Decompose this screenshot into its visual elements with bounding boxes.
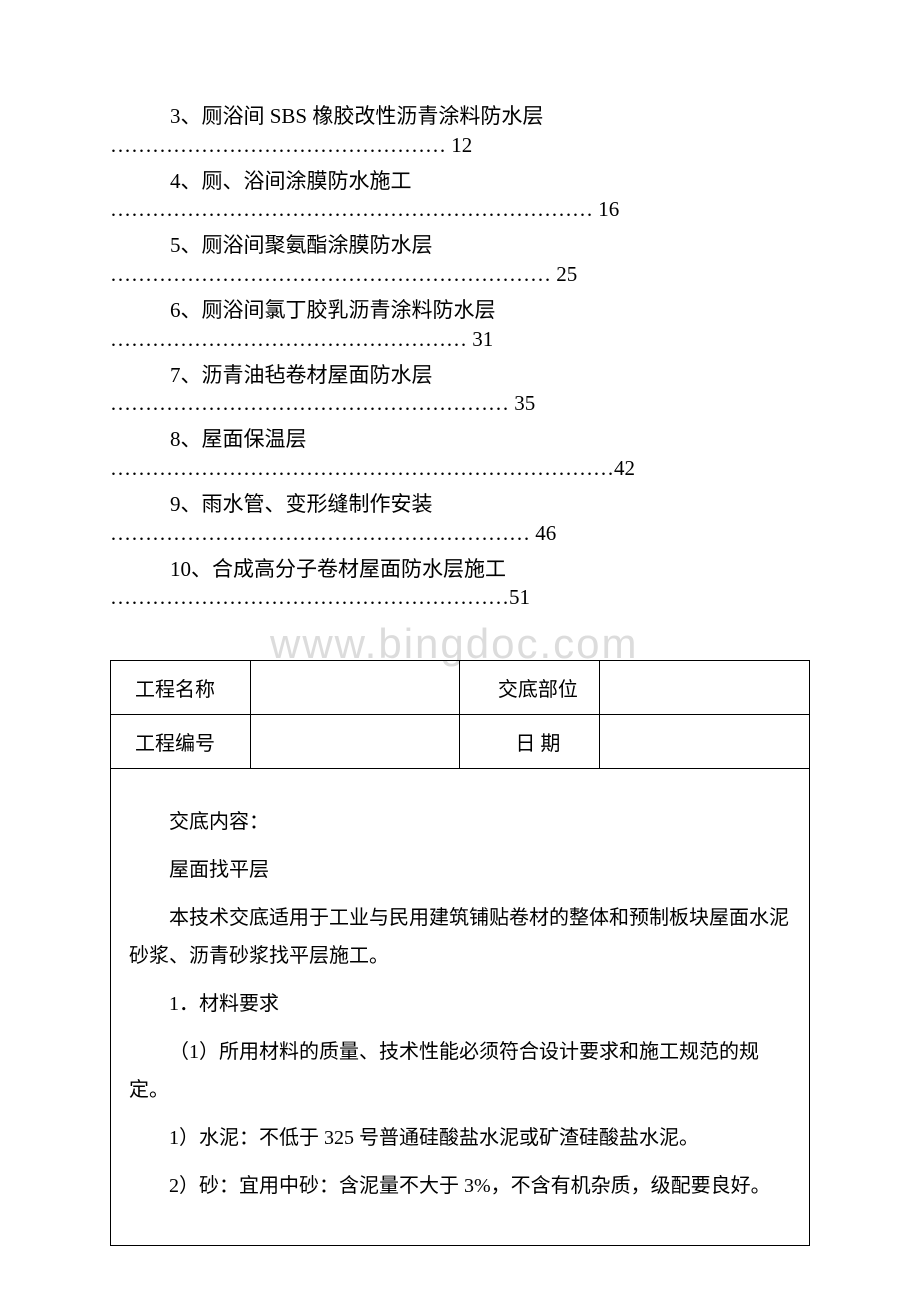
toc-dots: …………………………………………………… 46 bbox=[110, 522, 810, 545]
label-date: 日 期 bbox=[460, 714, 600, 768]
content-wrapper: 3、厕浴间 SBS 橡胶改性沥青涂料防水层 ………………………………………… 1… bbox=[110, 100, 810, 1246]
toc-title: 6、厕浴间氯丁胶乳沥青涂料防水层 bbox=[110, 294, 810, 328]
toc-dots: ………………………………………… 12 bbox=[110, 134, 810, 157]
table-row: 工程编号 日 期 bbox=[111, 714, 810, 768]
toc-dots: ………………………………………………………………42 bbox=[110, 457, 810, 480]
content-para-4: 1．材料要求 bbox=[129, 985, 791, 1023]
content-para-6: 1）水泥：不低于 325 号普通硅酸盐水泥或矿渣硅酸盐水泥。 bbox=[129, 1119, 791, 1157]
value-date bbox=[600, 714, 810, 768]
toc-entry-5: 5、厕浴间聚氨酯涂膜防水层 ……………………………………………………… 25 bbox=[110, 229, 810, 286]
toc-title: 7、沥青油毡卷材屋面防水层 bbox=[110, 359, 810, 393]
toc-dots: …………………………………………… 31 bbox=[110, 328, 810, 351]
toc-entry-6: 6、厕浴间氯丁胶乳沥青涂料防水层 …………………………………………… 31 bbox=[110, 294, 810, 351]
content-para-1: 交底内容： bbox=[129, 803, 791, 841]
table-row: 交底内容： 屋面找平层 本技术交底适用于工业与民用建筑铺贴卷材的整体和预制板块屋… bbox=[111, 769, 810, 1246]
toc-entry-10: 10、合成高分子卷材屋面防水层施工 …………………………………………………51 bbox=[110, 553, 810, 610]
toc-title: 3、厕浴间 SBS 橡胶改性沥青涂料防水层 bbox=[110, 100, 810, 134]
value-project-number bbox=[250, 714, 460, 768]
label-disclosure-position: 交底部位 bbox=[460, 660, 600, 714]
toc-dots: …………………………………………………………… 16 bbox=[110, 198, 810, 221]
toc-dots: ……………………………………………………… 25 bbox=[110, 263, 810, 286]
content-table: 交底内容： 屋面找平层 本技术交底适用于工业与民用建筑铺贴卷材的整体和预制板块屋… bbox=[110, 769, 810, 1246]
value-disclosure-position bbox=[600, 660, 810, 714]
content-para-5: （1）所用材料的质量、技术性能必须符合设计要求和施工规范的规定。 bbox=[129, 1033, 791, 1109]
toc-entry-7: 7、沥青油毡卷材屋面防水层 ………………………………………………… 35 bbox=[110, 359, 810, 416]
toc-title: 10、合成高分子卷材屋面防水层施工 bbox=[110, 553, 810, 587]
toc-entry-9: 9、雨水管、变形缝制作安装 …………………………………………………… 46 bbox=[110, 488, 810, 545]
toc-entry-4: 4、厕、浴间涂膜防水施工 …………………………………………………………… 16 bbox=[110, 165, 810, 222]
info-table: 工程名称 交底部位 工程编号 日 期 bbox=[110, 660, 810, 769]
content-para-2: 屋面找平层 bbox=[129, 851, 791, 889]
label-project-name: 工程名称 bbox=[111, 660, 251, 714]
toc-title: 9、雨水管、变形缝制作安装 bbox=[110, 488, 810, 522]
toc-entry-8: 8、屋面保温层 ………………………………………………………………42 bbox=[110, 423, 810, 480]
table-row: 工程名称 交底部位 bbox=[111, 660, 810, 714]
toc-title: 5、厕浴间聚氨酯涂膜防水层 bbox=[110, 229, 810, 263]
toc-dots: …………………………………………………51 bbox=[110, 586, 810, 609]
toc-entry-3: 3、厕浴间 SBS 橡胶改性沥青涂料防水层 ………………………………………… 1… bbox=[110, 100, 810, 157]
content-para-7: 2）砂：宜用中砂：含泥量不大于 3%，不含有机杂质，级配要良好。 bbox=[129, 1167, 791, 1205]
toc-title: 8、屋面保温层 bbox=[110, 423, 810, 457]
value-project-name bbox=[250, 660, 460, 714]
toc-title: 4、厕、浴间涂膜防水施工 bbox=[110, 165, 810, 199]
toc-dots: ………………………………………………… 35 bbox=[110, 392, 810, 415]
content-para-3: 本技术交底适用于工业与民用建筑铺贴卷材的整体和预制板块屋面水泥砂浆、沥青砂浆找平… bbox=[129, 899, 791, 975]
label-project-number: 工程编号 bbox=[111, 714, 251, 768]
content-cell: 交底内容： 屋面找平层 本技术交底适用于工业与民用建筑铺贴卷材的整体和预制板块屋… bbox=[111, 769, 810, 1246]
